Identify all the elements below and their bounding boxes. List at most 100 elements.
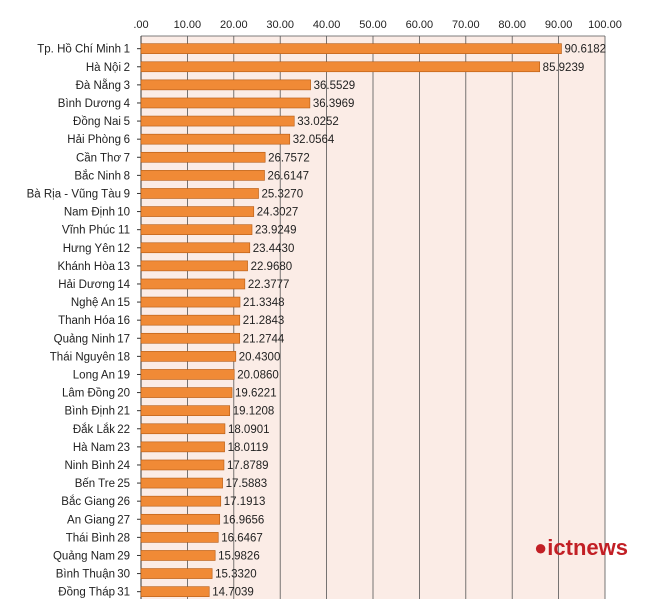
category-label: Bình Định — [64, 406, 115, 418]
category-label: Bắc Ninh — [74, 169, 121, 182]
x-tick-label: 50.00 — [359, 19, 387, 31]
logo-bullet-icon: ● — [534, 535, 548, 560]
rank-label: 14 — [117, 279, 130, 291]
rank-label: 22 — [117, 424, 130, 436]
x-tick-label: 10.00 — [174, 19, 202, 31]
bar — [140, 568, 213, 579]
data-label: 32.0564 — [293, 134, 335, 146]
rank-label: 17 — [117, 333, 130, 345]
rank-label: 11 — [118, 225, 130, 237]
data-label: 18.0901 — [228, 424, 270, 436]
category-label: An Giang — [67, 514, 115, 526]
rank-label: 6 — [124, 134, 130, 146]
x-tick-label: 60.00 — [406, 19, 434, 31]
rank-label: 16 — [117, 315, 130, 327]
data-label: 14.7039 — [212, 587, 254, 599]
rank-label: 25 — [117, 478, 130, 490]
category-label: Bình Dương — [58, 98, 121, 110]
category-label: Quảng Ninh — [54, 333, 115, 345]
bar — [140, 314, 241, 326]
x-tick-label: 30.00 — [266, 19, 294, 31]
bar — [140, 586, 210, 597]
bar — [140, 296, 241, 308]
rank-label: 21 — [117, 406, 130, 418]
rank-label: 7 — [124, 152, 130, 164]
x-tick-label: 40.00 — [313, 19, 341, 31]
bar — [140, 170, 265, 181]
bar — [140, 369, 235, 380]
category-label: Đồng Tháp — [58, 587, 115, 599]
bar — [140, 441, 225, 453]
data-label: 36.5529 — [314, 80, 356, 92]
rank-label: 10 — [117, 207, 130, 219]
data-label: 23.4430 — [253, 243, 295, 255]
rank-label: 31 — [117, 587, 130, 599]
rank-label: 28 — [117, 532, 130, 544]
bar — [140, 115, 295, 127]
bar — [140, 97, 311, 109]
data-label: 36.3969 — [313, 98, 355, 110]
rank-label: 15 — [117, 297, 130, 309]
rank-label: 18 — [117, 351, 130, 363]
data-label: 15.9826 — [218, 550, 260, 562]
rank-label: 24 — [117, 460, 130, 472]
category-label: Đà Nẵng — [76, 79, 121, 92]
category-label: Đắk Lắk — [73, 423, 115, 436]
category-label: Nghệ An — [71, 297, 115, 309]
data-label: 20.0860 — [237, 369, 279, 381]
category-label: Bình Thuận — [56, 569, 115, 581]
rank-label: 23 — [117, 442, 130, 454]
data-label: 23.9249 — [255, 225, 297, 237]
data-label: 16.6467 — [221, 532, 263, 544]
rank-label: 30 — [117, 569, 130, 581]
data-label: 26.7572 — [268, 152, 310, 164]
category-label: Long An — [73, 369, 115, 381]
bar — [140, 477, 223, 489]
rank-label: 1 — [124, 44, 130, 56]
category-label: Bến Tre — [75, 478, 115, 490]
rank-label: 9 — [124, 188, 130, 200]
data-label: 22.9680 — [251, 261, 293, 273]
category-label: Hải Dương — [58, 279, 115, 291]
category-label: Thái Nguyên — [50, 351, 115, 363]
bar — [140, 278, 246, 290]
bar — [140, 405, 231, 416]
bar — [140, 513, 221, 525]
bar — [140, 532, 219, 543]
rank-label: 8 — [124, 170, 130, 182]
rank-label: 29 — [117, 550, 130, 562]
bar — [140, 79, 311, 91]
x-tick-label: 100.00 — [588, 19, 622, 31]
rank-label: 27 — [117, 514, 130, 526]
category-label: Tp. Hồ Chí Minh — [37, 44, 121, 56]
rank-label: 12 — [117, 243, 130, 255]
data-label: 21.2843 — [243, 315, 285, 327]
x-tick-label: 70.00 — [452, 19, 480, 31]
category-label: Cần Thơ — [76, 152, 122, 164]
data-label: 18.0119 — [228, 442, 269, 454]
x-tick-label: 90.00 — [545, 19, 573, 31]
category-label: Khánh Hòa — [57, 261, 115, 273]
data-label: 17.5883 — [226, 478, 268, 490]
category-label: Hà Nội — [86, 62, 121, 74]
rank-label: 19 — [117, 369, 130, 381]
rank-label: 13 — [117, 261, 130, 273]
x-tick-label: 20.00 — [220, 19, 248, 31]
bar — [140, 188, 259, 199]
category-label: Thanh Hóa — [58, 315, 116, 327]
data-label: 25.3270 — [262, 188, 304, 200]
rank-label: 20 — [117, 388, 130, 400]
data-label: 85.9239 — [543, 62, 585, 74]
category-label: Lâm Đồng — [62, 388, 115, 400]
category-label: Nam Định — [64, 207, 115, 219]
data-label: 16.9656 — [223, 514, 265, 526]
category-label: Thái Bình — [66, 532, 115, 544]
category-label: Hà Nam — [73, 442, 115, 454]
data-label: 19.1208 — [233, 406, 275, 418]
bar — [140, 423, 226, 435]
category-label: Hải Phòng — [67, 134, 121, 146]
category-label: Đồng Nai — [73, 116, 121, 128]
bar — [140, 351, 237, 362]
data-label: 90.6182 — [564, 44, 606, 56]
